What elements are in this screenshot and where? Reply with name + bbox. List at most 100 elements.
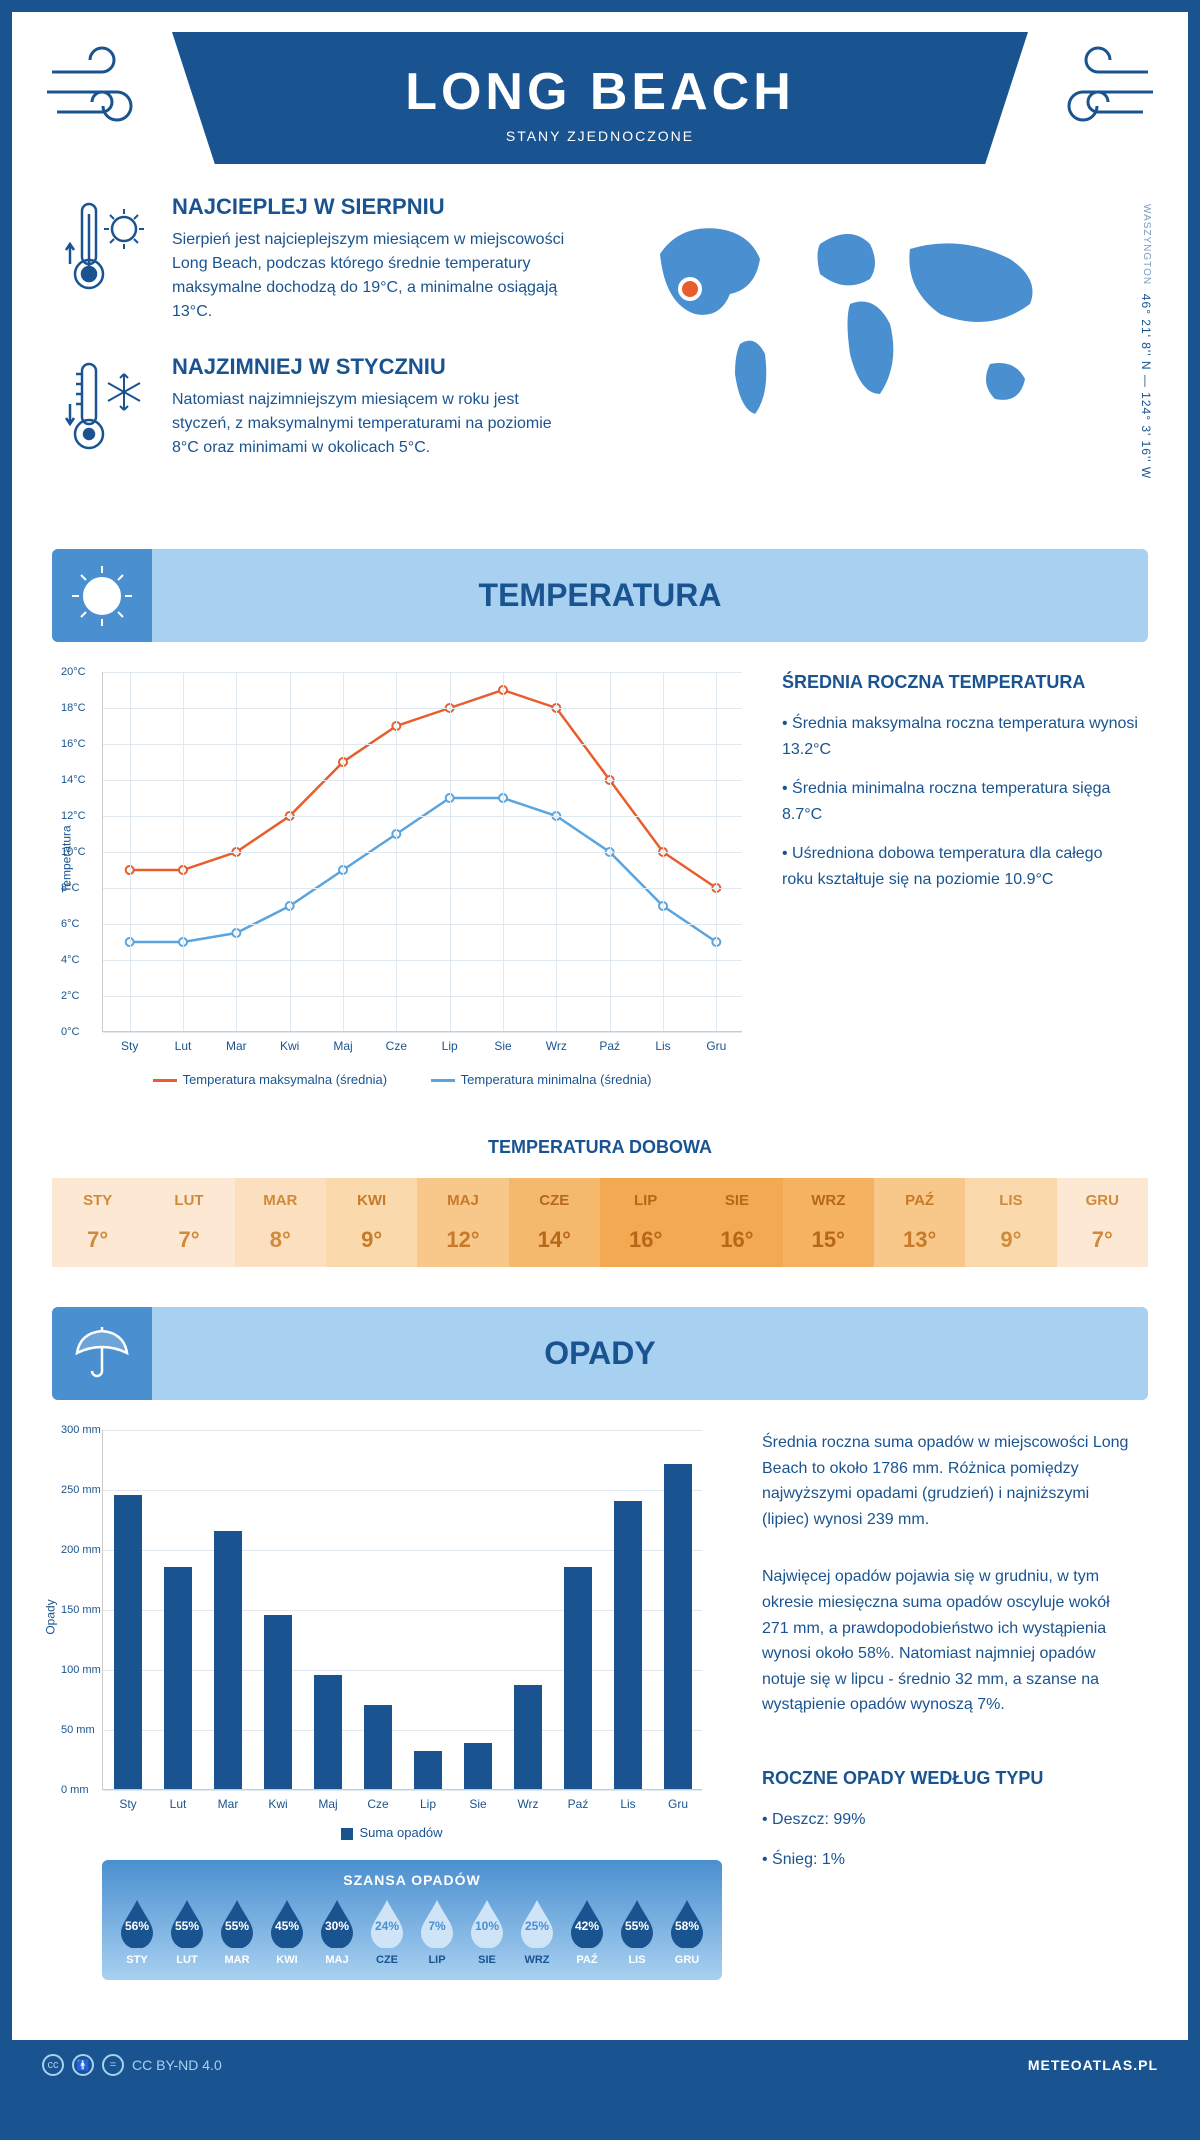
fact-warmest: NAJCIEPLEJ W SIERPNIU Sierpień jest najc… bbox=[62, 194, 580, 324]
y-tick: 18°C bbox=[61, 702, 86, 714]
y-tick: 10°C bbox=[61, 846, 86, 858]
temperature-chart-row: Temperatura 0°C2°C4°C6°C8°C10°C12°C14°C1… bbox=[12, 672, 1188, 1117]
fact-coldest: NAJZIMNIEJ W STYCZNIU Natomiast najzimni… bbox=[62, 354, 580, 469]
month-label: CZE bbox=[362, 1954, 412, 1966]
fact-text: Natomiast najzimniejszym miesiącem w rok… bbox=[172, 388, 580, 460]
chance-cell: 45%KWI bbox=[262, 1898, 312, 1966]
month-label: LUT bbox=[162, 1954, 212, 1966]
month-label: KWI bbox=[326, 1192, 417, 1209]
bar bbox=[264, 1615, 292, 1789]
month-label: LUT bbox=[143, 1192, 234, 1209]
intro-facts: NAJCIEPLEJ W SIERPNIU Sierpień jest najc… bbox=[62, 194, 580, 499]
y-tick: 2°C bbox=[61, 990, 79, 1002]
chance-value: 55% bbox=[625, 1919, 649, 1933]
month-label: WRZ bbox=[783, 1192, 874, 1209]
chance-value: 24% bbox=[375, 1919, 399, 1933]
legend-label: Suma opadów bbox=[359, 1825, 442, 1840]
chance-value: 45% bbox=[275, 1919, 299, 1933]
x-tick: Lut bbox=[175, 1039, 192, 1053]
month-label: PAŹ bbox=[874, 1192, 965, 1209]
x-tick: Lip bbox=[442, 1039, 458, 1053]
month-label: MAJ bbox=[417, 1192, 508, 1209]
umbrella-icon bbox=[52, 1307, 152, 1400]
month-label: PAŹ bbox=[562, 1954, 612, 1966]
y-tick: 14°C bbox=[61, 774, 86, 786]
temp-value: 12° bbox=[417, 1227, 508, 1253]
x-tick: Maj bbox=[333, 1039, 352, 1053]
temp-value: 9° bbox=[965, 1227, 1056, 1253]
raindrop-icon: 55% bbox=[167, 1898, 207, 1948]
y-tick: 150 mm bbox=[61, 1604, 101, 1616]
daily-cell: LIS9° bbox=[965, 1178, 1056, 1267]
month-label: SIE bbox=[691, 1192, 782, 1209]
daily-cell: MAR8° bbox=[235, 1178, 326, 1267]
chance-value: 7% bbox=[428, 1919, 445, 1933]
chart-legend: Temperatura maksymalna (średnia) Tempera… bbox=[62, 1072, 742, 1087]
world-map-area: WASZYNGTON 46° 21' 8'' N — 124° 3' 16'' … bbox=[620, 194, 1138, 499]
bar bbox=[614, 1501, 642, 1789]
summary-bullet: • Uśredniona dobowa temperatura dla całe… bbox=[782, 841, 1138, 892]
x-tick: Gru bbox=[706, 1039, 726, 1053]
section-header-precipitation: OPADY bbox=[52, 1307, 1148, 1400]
x-tick: Lis bbox=[655, 1039, 670, 1053]
nd-icon: = bbox=[102, 2054, 124, 2076]
chance-value: 55% bbox=[175, 1919, 199, 1933]
y-tick: 100 mm bbox=[61, 1664, 101, 1676]
chance-cell: 24% CZE bbox=[362, 1898, 412, 1966]
region-label: WASZYNGTON bbox=[1141, 204, 1152, 285]
x-tick: Cze bbox=[367, 1797, 388, 1811]
coordinates: WASZYNGTON 46° 21' 8'' N — 124° 3' 16'' … bbox=[1139, 204, 1153, 479]
y-tick: 8°C bbox=[61, 882, 79, 894]
bar bbox=[164, 1567, 192, 1789]
temp-value: 14° bbox=[509, 1227, 600, 1253]
daily-cell: GRU 7° bbox=[1057, 1178, 1148, 1267]
license-text: CC BY-ND 4.0 bbox=[132, 2057, 222, 2073]
bar bbox=[314, 1675, 342, 1789]
month-label: LIP bbox=[412, 1954, 462, 1966]
daily-cell: KWI9° bbox=[326, 1178, 417, 1267]
month-label: GRU bbox=[1057, 1192, 1148, 1209]
x-tick: Wrz bbox=[546, 1039, 567, 1053]
y-tick: 0°C bbox=[61, 1026, 79, 1038]
chance-cell: 55% LIS bbox=[612, 1898, 662, 1966]
y-axis-label: Opady bbox=[44, 1599, 58, 1634]
x-tick: Mar bbox=[226, 1039, 247, 1053]
x-tick: Paź bbox=[599, 1039, 620, 1053]
thermometer-snow-icon bbox=[62, 354, 152, 469]
y-tick: 12°C bbox=[61, 810, 86, 822]
daily-cell: STY7° bbox=[52, 1178, 143, 1267]
chance-value: 30% bbox=[325, 1919, 349, 1933]
temp-value: 7° bbox=[1057, 1227, 1148, 1253]
daily-cell: WRZ15° bbox=[783, 1178, 874, 1267]
temp-value: 16° bbox=[600, 1227, 691, 1253]
y-tick: 300 mm bbox=[61, 1424, 101, 1436]
month-label: LIS bbox=[612, 1954, 662, 1966]
month-label: MAJ bbox=[312, 1954, 362, 1966]
x-tick: Kwi bbox=[268, 1797, 287, 1811]
page-title: LONG BEACH bbox=[182, 62, 1018, 122]
page-subtitle: STANY ZJEDNOCZONE bbox=[182, 128, 1018, 144]
month-label: LIP bbox=[600, 1192, 691, 1209]
section-title: OPADY bbox=[544, 1335, 655, 1371]
fact-content: NAJCIEPLEJ W SIERPNIU Sierpień jest najc… bbox=[172, 194, 580, 324]
chance-cell: 55% LUT bbox=[162, 1898, 212, 1966]
cc-icon: cc bbox=[42, 2054, 64, 2076]
title-banner: LONG BEACH STANY ZJEDNOCZONE bbox=[172, 32, 1028, 164]
precip-p1: Średnia roczna suma opadów w miejscowośc… bbox=[762, 1430, 1138, 1532]
bar bbox=[564, 1567, 592, 1789]
raindrop-icon: 55% bbox=[217, 1898, 257, 1948]
month-label: STY bbox=[112, 1954, 162, 1966]
x-tick: Wrz bbox=[517, 1797, 538, 1811]
x-tick: Mar bbox=[218, 1797, 239, 1811]
x-tick: Cze bbox=[386, 1039, 407, 1053]
x-tick: Lut bbox=[170, 1797, 187, 1811]
y-tick: 20°C bbox=[61, 666, 86, 678]
raindrop-icon: 10% bbox=[467, 1898, 507, 1948]
daily-cell: CZE14° bbox=[509, 1178, 600, 1267]
temp-value: 16° bbox=[691, 1227, 782, 1253]
license-block: cc 🚹 = CC BY-ND 4.0 bbox=[42, 2054, 222, 2076]
bar-legend: Suma opadów bbox=[62, 1825, 722, 1840]
bar bbox=[514, 1685, 542, 1789]
daily-cell: LIP 16° bbox=[600, 1178, 691, 1267]
temp-value: 13° bbox=[874, 1227, 965, 1253]
